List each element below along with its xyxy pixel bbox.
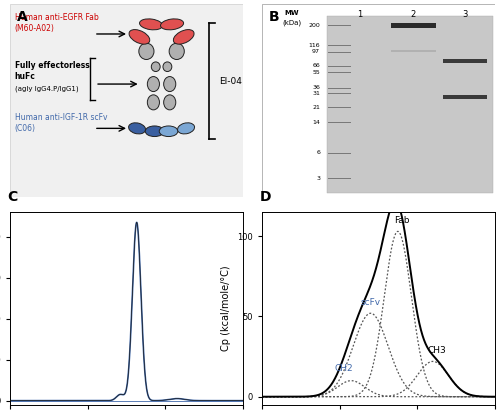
Text: 21: 21 xyxy=(312,105,320,110)
FancyBboxPatch shape xyxy=(262,212,495,405)
Text: scFv: scFv xyxy=(360,298,380,307)
FancyBboxPatch shape xyxy=(262,4,495,197)
Ellipse shape xyxy=(164,95,176,110)
Text: 55: 55 xyxy=(312,70,320,75)
Text: MW: MW xyxy=(285,10,300,16)
Text: A: A xyxy=(17,10,28,24)
Text: 3: 3 xyxy=(316,176,320,180)
Ellipse shape xyxy=(160,19,184,30)
Ellipse shape xyxy=(152,62,160,71)
Ellipse shape xyxy=(128,123,146,134)
Ellipse shape xyxy=(169,43,184,59)
Text: C: C xyxy=(8,190,18,204)
Text: CH2: CH2 xyxy=(334,363,353,373)
FancyBboxPatch shape xyxy=(10,4,243,197)
Text: (C06): (C06) xyxy=(14,124,36,133)
Y-axis label: Cp (kcal/mole/°C): Cp (kcal/mole/°C) xyxy=(222,266,232,351)
Text: Human anti-EGFR Fab: Human anti-EGFR Fab xyxy=(14,12,98,21)
Text: Fab: Fab xyxy=(394,216,409,225)
FancyBboxPatch shape xyxy=(442,59,487,63)
FancyBboxPatch shape xyxy=(391,24,436,28)
Text: 36: 36 xyxy=(312,85,320,90)
FancyBboxPatch shape xyxy=(327,16,492,193)
Text: 14: 14 xyxy=(312,119,320,125)
Text: 116: 116 xyxy=(308,43,320,47)
FancyBboxPatch shape xyxy=(391,50,436,52)
Ellipse shape xyxy=(159,126,178,137)
Text: 200: 200 xyxy=(308,23,320,28)
Ellipse shape xyxy=(164,76,176,92)
Ellipse shape xyxy=(163,62,172,71)
Text: 97: 97 xyxy=(312,49,320,54)
Text: (kDa): (kDa) xyxy=(282,19,302,26)
FancyBboxPatch shape xyxy=(442,95,487,99)
Text: CH3: CH3 xyxy=(428,346,446,355)
Text: Human anti-IGF-1R scFv: Human anti-IGF-1R scFv xyxy=(14,113,107,122)
Text: 1: 1 xyxy=(357,10,362,19)
Ellipse shape xyxy=(145,126,164,137)
Text: D: D xyxy=(260,190,271,204)
Text: (agly IgG4.P/IgG1): (agly IgG4.P/IgG1) xyxy=(14,86,78,92)
Text: 31: 31 xyxy=(312,90,320,95)
Text: huFc: huFc xyxy=(14,72,36,81)
Ellipse shape xyxy=(148,95,160,110)
Text: B: B xyxy=(269,10,280,24)
Text: EI-04: EI-04 xyxy=(218,77,242,85)
Ellipse shape xyxy=(174,30,194,44)
Text: 2: 2 xyxy=(411,10,416,19)
Ellipse shape xyxy=(139,43,154,59)
Text: Fully effectorless: Fully effectorless xyxy=(14,61,90,70)
Ellipse shape xyxy=(140,19,162,30)
Ellipse shape xyxy=(129,30,150,44)
Ellipse shape xyxy=(148,76,160,92)
Text: (M60-A02): (M60-A02) xyxy=(14,24,54,33)
Text: 3: 3 xyxy=(462,10,468,19)
Text: 6: 6 xyxy=(316,150,320,155)
FancyBboxPatch shape xyxy=(10,212,243,405)
Ellipse shape xyxy=(178,123,194,134)
Text: 66: 66 xyxy=(312,63,320,68)
